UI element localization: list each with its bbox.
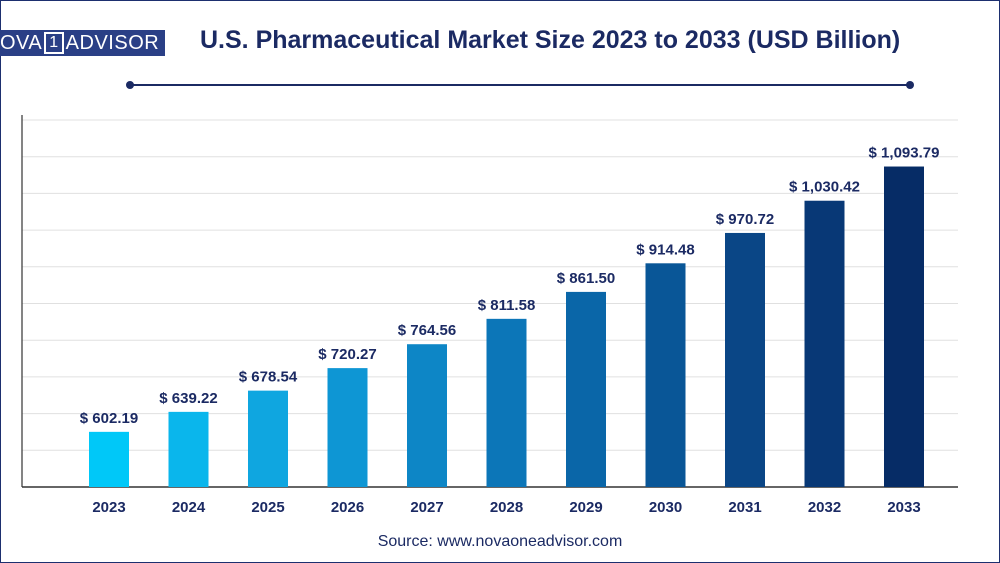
data-label-2031: $ 970.72: [716, 211, 774, 228]
data-label-2024: $ 639.22: [159, 390, 217, 407]
bar-2027: [407, 344, 447, 487]
data-label-2026: $ 720.27: [318, 346, 376, 363]
bar-2023: [89, 431, 129, 487]
bar-2033: [884, 166, 924, 487]
x-tick-label-2025: 2025: [251, 499, 284, 516]
x-tick-label-2032: 2032: [808, 499, 841, 516]
bar-2030: [645, 263, 686, 487]
bar-2028: [486, 318, 527, 487]
x-tick-label-2030: 2030: [649, 499, 682, 516]
source-note: Source: www.novaoneadvisor.com: [377, 533, 623, 550]
brand-logo: OVA 1 ADVISOR: [0, 30, 166, 56]
x-tick-label-2023: 2023: [92, 499, 125, 516]
bar-2032: [804, 200, 845, 488]
x-tick-label-2024: 2024: [172, 499, 206, 516]
bar-2024: [168, 411, 209, 487]
bar-2025: [248, 390, 288, 487]
data-label-2030: $ 914.48: [636, 241, 694, 258]
bar-2029: [566, 291, 606, 487]
bar-2031: [725, 232, 765, 487]
x-tick-label-2028: 2028: [490, 499, 523, 516]
logo-text-right: ADVISOR: [65, 31, 160, 54]
logo-text-left: OVA: [0, 31, 43, 54]
logo-text-box: 1: [44, 32, 64, 54]
data-label-2032: $ 1,030.42: [789, 179, 860, 196]
x-tick-label-2027: 2027: [410, 499, 443, 516]
data-label-2033: $ 1,093.79: [869, 145, 940, 162]
x-tick-label-2026: 2026: [331, 499, 364, 516]
x-tick-label-2031: 2031: [728, 499, 761, 516]
data-label-2029: $ 861.50: [557, 270, 615, 287]
data-label-2027: $ 764.56: [398, 322, 456, 339]
x-tick-label-2029: 2029: [569, 499, 602, 516]
data-label-2025: $ 678.54: [239, 369, 298, 386]
chart-title: U.S. Pharmaceutical Market Size 2023 to …: [200, 26, 901, 54]
x-tick-label-2033: 2033: [887, 499, 920, 516]
bar-2026: [327, 368, 368, 487]
data-label-2028: $ 811.58: [478, 297, 536, 314]
title-divider: [126, 81, 914, 89]
data-label-2023: $ 602.19: [80, 410, 138, 427]
